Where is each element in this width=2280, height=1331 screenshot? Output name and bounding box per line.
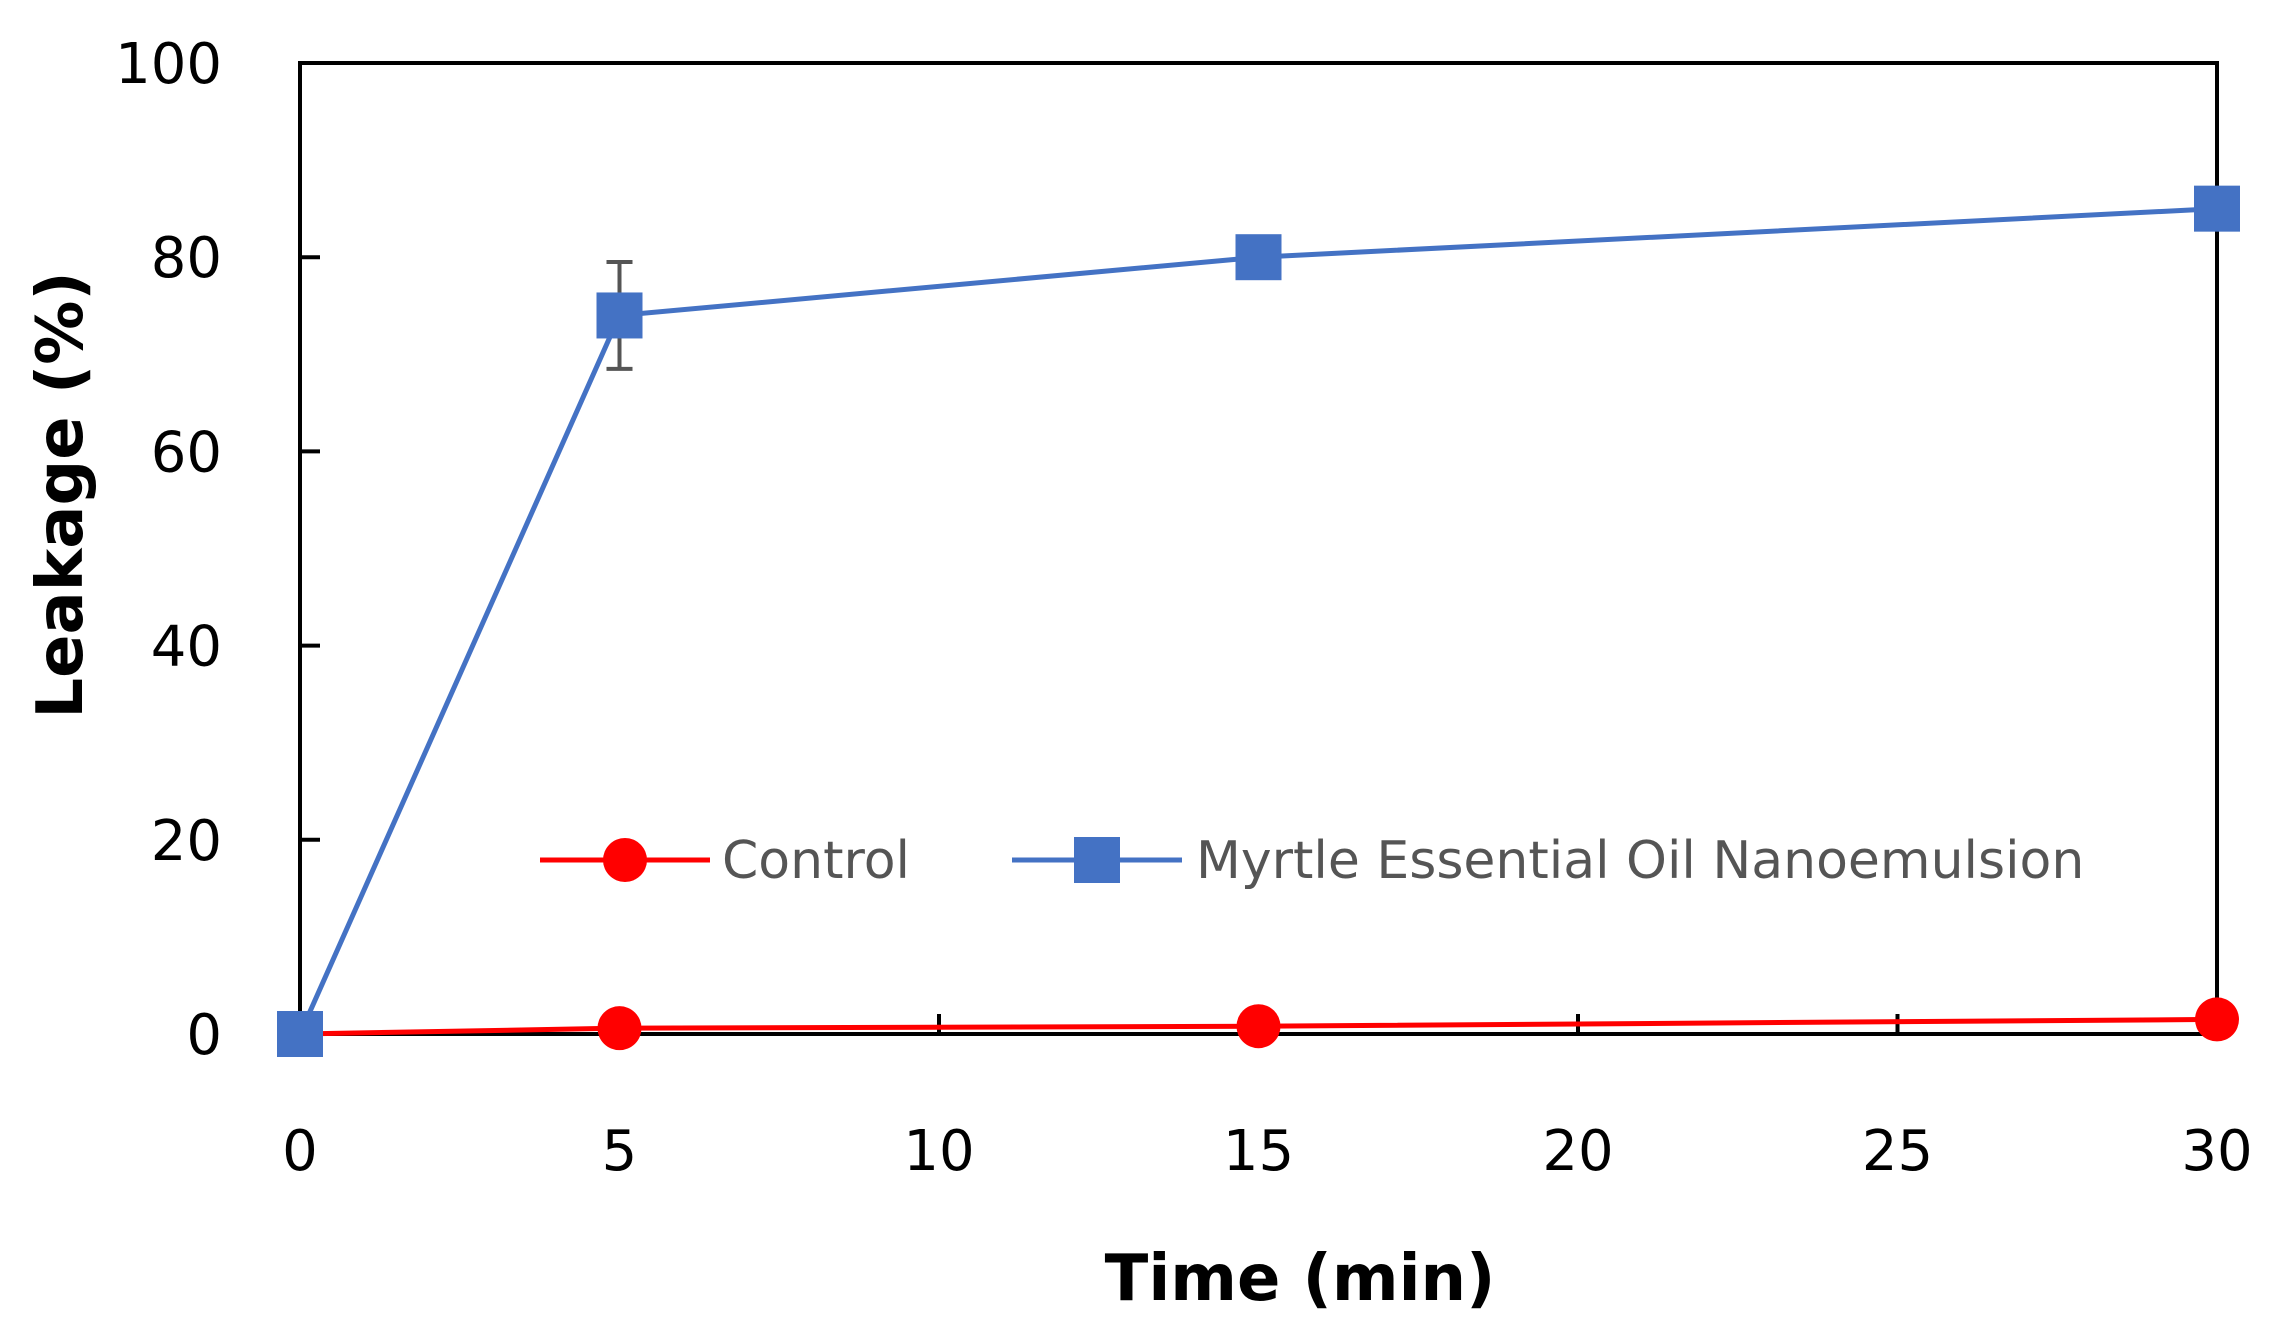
x-tick-label: 0: [282, 1119, 318, 1184]
control-data-point: [2195, 997, 2239, 1042]
x-tick-label: 25: [1862, 1119, 1933, 1184]
legend-control-marker: [603, 838, 647, 882]
y-tick-label: 100: [115, 32, 222, 97]
nanoemulsion-data-point: [596, 292, 643, 339]
control-data-point: [1236, 1004, 1281, 1049]
nanoemulsion-data-point: [1235, 234, 1282, 281]
y-axis-title: Leakage (%): [24, 271, 98, 718]
x-tick-label: 30: [2181, 1119, 2252, 1184]
x-tick-label: 15: [1223, 1119, 1294, 1184]
nanoemulsion-data-point: [277, 1011, 323, 1057]
control-series-line: [299, 1016, 2218, 1037]
x-axis-title: Time (min): [1105, 1242, 1496, 1316]
x-tick-label: 10: [903, 1119, 974, 1184]
x-tick-label: 20: [1542, 1119, 1613, 1184]
control-data-point: [597, 1006, 642, 1051]
y-tick-label: 60: [151, 420, 222, 485]
y-tick-label: 40: [151, 615, 222, 680]
y-tick-label: 0: [186, 1003, 222, 1068]
x-tick-label: 5: [602, 1119, 638, 1184]
nanoemulsion-series-line: [297, 206, 2218, 1036]
y-tick-label: 80: [151, 226, 222, 291]
legend-nanoemulsion-marker: [1074, 837, 1120, 883]
legend-nanoemulsion-label: Myrtle Essential Oil Nanoemulsion: [1196, 831, 2084, 891]
legend-control-label: Control: [722, 831, 910, 891]
y-tick-label: 20: [151, 809, 222, 874]
nanoemulsion-data-point: [2194, 185, 2240, 232]
